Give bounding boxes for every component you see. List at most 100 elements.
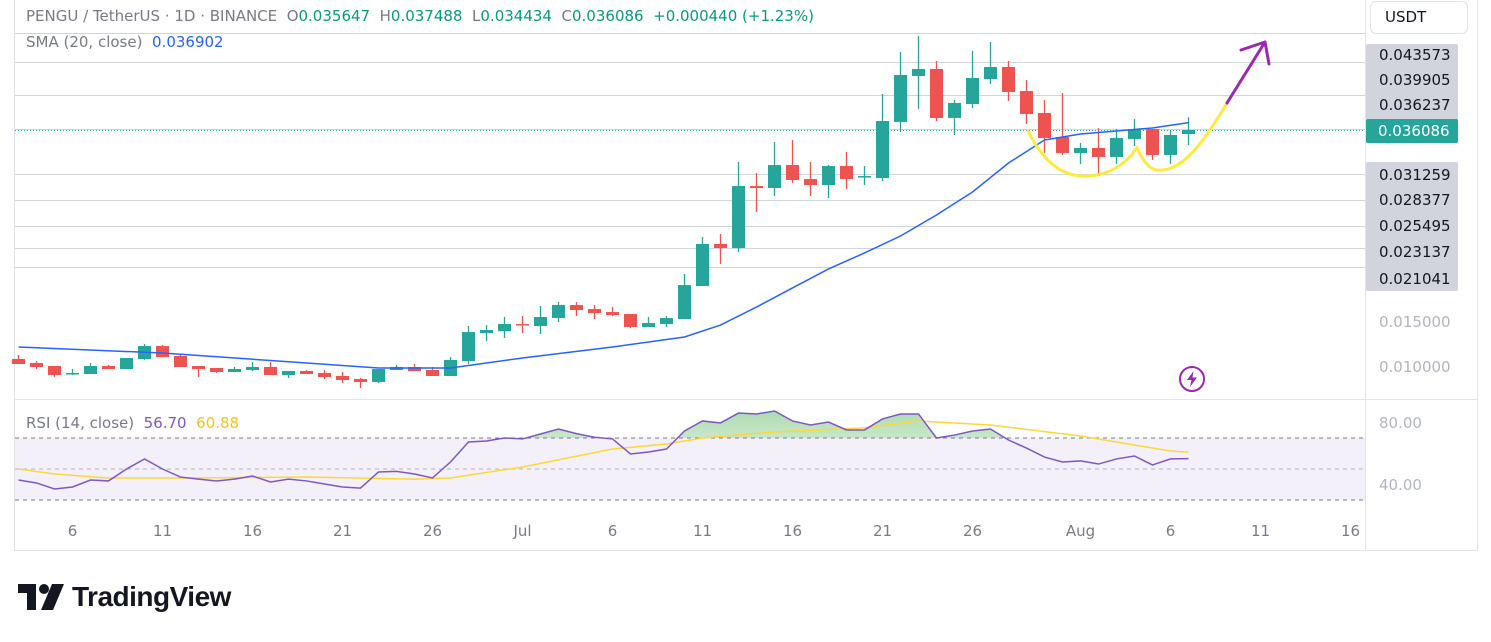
rsi-ma-line	[18, 420, 1189, 480]
cup-handle-drawing[interactable]	[1026, 101, 1229, 178]
candle-down	[1002, 67, 1015, 92]
candle-down	[300, 370, 313, 374]
candle-up	[1182, 130, 1195, 134]
close-value: 0.036086	[572, 7, 644, 25]
time-tick: 6	[67, 522, 78, 540]
candle-down	[624, 314, 637, 328]
time-tick: 16	[1340, 522, 1361, 540]
candle-down	[930, 69, 943, 118]
candle-down	[426, 369, 439, 376]
candle-down	[786, 165, 799, 181]
fib-label: 0.039905	[1379, 71, 1451, 89]
sma-line	[18, 121, 1189, 369]
fib-label-group	[1366, 162, 1458, 291]
tradingview-logo[interactable]: TradingView	[18, 581, 231, 613]
candle-down	[30, 363, 43, 367]
candle-down	[336, 375, 349, 380]
fib-label: 0.025495	[1379, 217, 1451, 235]
candle-up	[948, 102, 961, 118]
fib-label: 0.023137	[1379, 243, 1451, 261]
rsi-tick: 80.00	[1379, 414, 1422, 432]
candle-down	[750, 186, 763, 189]
high-value: 0.037488	[390, 7, 463, 25]
candle-up	[696, 243, 709, 287]
open-value: 0.035647	[298, 7, 371, 25]
change-value: +0.000440 (+1.23%)	[653, 7, 814, 25]
candle-up	[912, 69, 925, 77]
candle-up	[228, 368, 241, 372]
rsi-value: 56.70	[143, 414, 187, 432]
candle-up	[246, 367, 259, 370]
candle-up	[642, 323, 655, 328]
candle-up	[1128, 129, 1141, 139]
candle-down	[264, 367, 277, 375]
candle-up	[372, 368, 385, 382]
candle-down	[516, 324, 529, 326]
low-value: 0.034434	[480, 7, 552, 25]
tradingview-logo-icon	[18, 584, 64, 610]
fib-label: 0.021041	[1379, 270, 1451, 288]
time-tick: 16	[782, 522, 803, 540]
candle-down	[606, 312, 619, 316]
brand-name: TradingView	[72, 581, 231, 612]
time-tick: 11	[1250, 522, 1271, 540]
time-tick: 26	[422, 522, 443, 540]
candle-down	[408, 367, 421, 371]
rsi-ma-value: 60.88	[196, 414, 240, 432]
rsi-band	[15, 437, 1365, 501]
candle-up	[120, 358, 133, 369]
candle-up	[1110, 137, 1123, 157]
arrow-drawing[interactable]	[1225, 40, 1271, 105]
candle-up	[66, 372, 79, 375]
candles	[12, 36, 1195, 388]
fib-label: 0.036237	[1379, 96, 1451, 114]
candle-down	[318, 372, 331, 377]
candle-up	[966, 78, 979, 104]
candle-down	[804, 179, 817, 186]
lightning-icon[interactable]	[1178, 365, 1206, 393]
fib-label: 0.043573	[1379, 46, 1451, 64]
candle-down	[354, 378, 367, 382]
candle-down	[174, 356, 187, 367]
candle-up	[534, 317, 547, 327]
time-tick: 6	[607, 522, 618, 540]
candle-down	[1056, 136, 1069, 153]
time-tick: Aug	[1065, 522, 1096, 540]
candle-up	[876, 120, 889, 179]
candle-up	[660, 318, 673, 325]
sma-value: 0.036902	[152, 33, 224, 51]
currency-button[interactable]: USDT	[1370, 1, 1468, 34]
fib-label-group	[1366, 44, 1458, 120]
candle-up	[480, 330, 493, 334]
fib-levels	[15, 33, 1365, 268]
rsi-line	[18, 410, 1189, 490]
chart-frame	[14, 0, 1478, 551]
price-tick: 0.015000	[1379, 313, 1451, 331]
symbol-legend: PENGU / TetherUS · 1D · BINANCE O0.03564…	[26, 7, 814, 25]
candle-up	[858, 176, 871, 178]
candle-down	[1020, 90, 1033, 114]
candle-up	[84, 366, 97, 374]
candle-down	[714, 243, 727, 248]
price-chart[interactable]	[0, 0, 1491, 560]
symbol-title[interactable]: PENGU / TetherUS · 1D · BINANCE	[26, 7, 278, 25]
candle-down	[192, 366, 205, 369]
candle-up	[462, 332, 475, 362]
candle-down	[102, 366, 115, 369]
candle-up	[678, 285, 691, 320]
candle-up	[1164, 134, 1177, 155]
candle-up	[732, 186, 745, 248]
candle-down	[1146, 129, 1159, 155]
rsi-overbought-fill	[18, 411, 1189, 438]
time-tick: Jul	[513, 522, 532, 540]
candle-down	[588, 309, 601, 314]
time-tick: 16	[242, 522, 263, 540]
rsi-legend[interactable]: RSI (14, close) 56.70 60.88	[26, 414, 240, 432]
candle-down	[1092, 147, 1105, 157]
time-tick: 6	[1165, 522, 1176, 540]
sma-legend[interactable]: SMA (20, close) 0.036902	[26, 33, 224, 51]
candle-up	[552, 305, 565, 319]
time-tick: 11	[692, 522, 713, 540]
time-tick: 21	[872, 522, 893, 540]
candle-down	[156, 346, 169, 358]
